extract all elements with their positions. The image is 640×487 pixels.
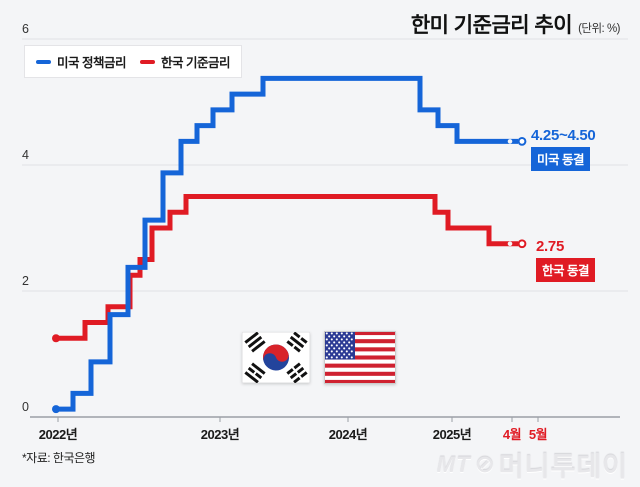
series-gap-dot (507, 139, 513, 144)
legend: 미국 정책금리 한국 기준금리 (24, 45, 242, 78)
legend-label-us: 미국 정책금리 (57, 56, 126, 70)
series-start-dot (52, 334, 60, 343)
series-end-ring (517, 239, 527, 249)
mt-logo-text: MT (436, 451, 471, 477)
kr-freeze-badge: 한국 동결 (536, 258, 595, 282)
y-axis-label: 2 (22, 274, 29, 288)
mt-circle-icon: ⊘ (474, 451, 495, 478)
unit-note: (단위: %) (578, 23, 620, 35)
us-rate-value: 4.25~4.50 (531, 127, 596, 144)
x-axis-label: 2023년 (200, 427, 240, 442)
x-axis-label: 2024년 (328, 427, 368, 442)
kr-rate-value: 2.75 (536, 238, 564, 255)
us-flag-icon (324, 331, 396, 384)
series-start-dot (52, 405, 60, 414)
y-axis-label: 4 (22, 148, 29, 162)
rate-line-us (56, 75, 518, 412)
legend-item-kr: 한국 기준금리 (139, 52, 230, 71)
moneytoday-watermark: MT ⊘ 머니투데이 (437, 445, 628, 484)
legend-item-us: 미국 정책금리 (36, 52, 126, 71)
series-gap-dot (507, 241, 513, 247)
x-axis-label: 4월 (502, 427, 522, 442)
x-axis-label: 2022년 (38, 427, 78, 442)
y-axis-label: 6 (22, 22, 29, 36)
flags (241, 331, 396, 384)
source-note: *자료: 한국은행 (22, 451, 96, 465)
us-rate-annotation: 4.25~4.50 미국 동결 (531, 127, 596, 171)
korea-flag-icon (241, 331, 311, 384)
page-title: 한미 기준금리 추이 (410, 14, 573, 37)
kr-line-swatch-icon (139, 59, 155, 64)
y-axis-label: 0 (22, 400, 29, 414)
us-freeze-badge: 미국 동결 (531, 147, 590, 171)
x-axis-label: 5월 (528, 427, 548, 442)
series-end-ring (517, 136, 527, 146)
legend-label-kr: 한국 기준금리 (160, 56, 230, 70)
x-axis-label: 2025년 (432, 427, 472, 442)
chart-title-block: 한미 기준금리 추이 (단위: %) (410, 9, 621, 39)
us-line-swatch-icon (36, 59, 51, 64)
moneytoday-name: 머니투데이 (498, 452, 628, 482)
kr-rate-annotation: 2.75 한국 동결 (536, 238, 595, 282)
